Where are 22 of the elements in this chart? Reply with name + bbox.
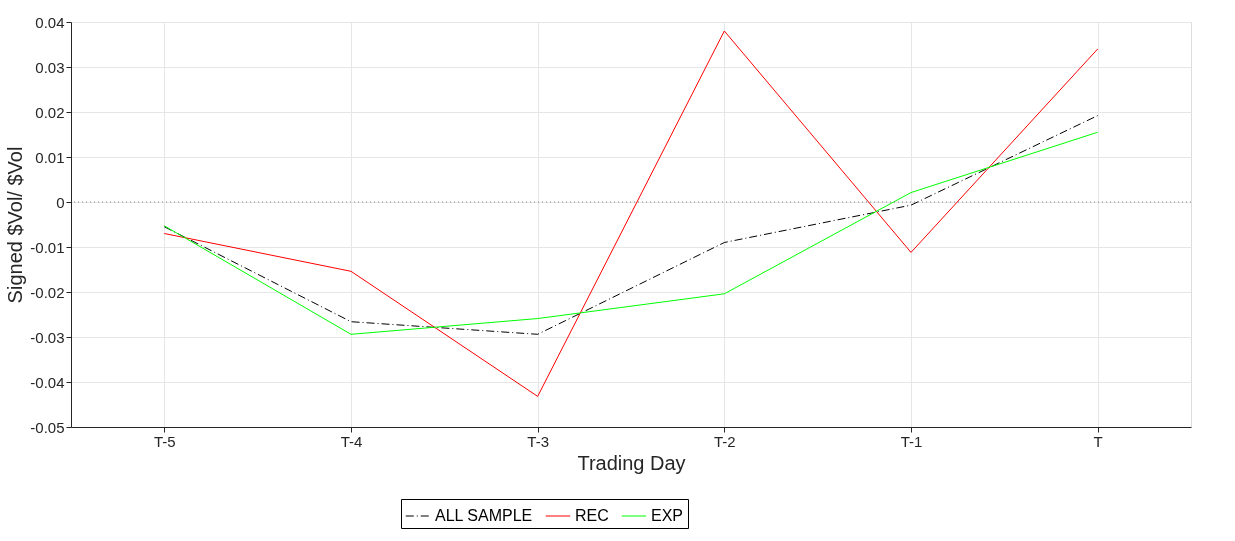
x-axis-title: Trading Day (577, 451, 686, 474)
x-tick-label: T-2 (713, 432, 736, 450)
y-tick-label: -0.02 (30, 283, 65, 301)
y-tick-label: 0.04 (35, 13, 65, 31)
legend-label: EXP (651, 507, 684, 524)
x-tick-label: T-3 (527, 432, 550, 450)
y-tick-label: 0 (56, 193, 65, 211)
y-tick-label: 0.01 (35, 148, 65, 166)
y-tick-label: -0.05 (30, 418, 65, 436)
y-tick-label: -0.04 (30, 373, 65, 391)
x-tick-label: T-1 (900, 432, 923, 450)
y-axis-title: Signed $Vol/ $Vol (4, 146, 27, 304)
y-tick-label: -0.03 (30, 328, 65, 346)
y-tick-label: -0.01 (30, 238, 65, 256)
legend-label: REC (575, 507, 609, 524)
x-tick-label: T-5 (153, 432, 176, 450)
line-series (163, 30, 1099, 397)
x-tick-label: T-4 (340, 432, 363, 450)
x-tick-label: T (1093, 432, 1103, 450)
y-tick-label: 0.03 (35, 58, 65, 76)
y-tick-label: 0.02 (35, 103, 65, 121)
legend-label: ALL SAMPLE (435, 507, 533, 524)
